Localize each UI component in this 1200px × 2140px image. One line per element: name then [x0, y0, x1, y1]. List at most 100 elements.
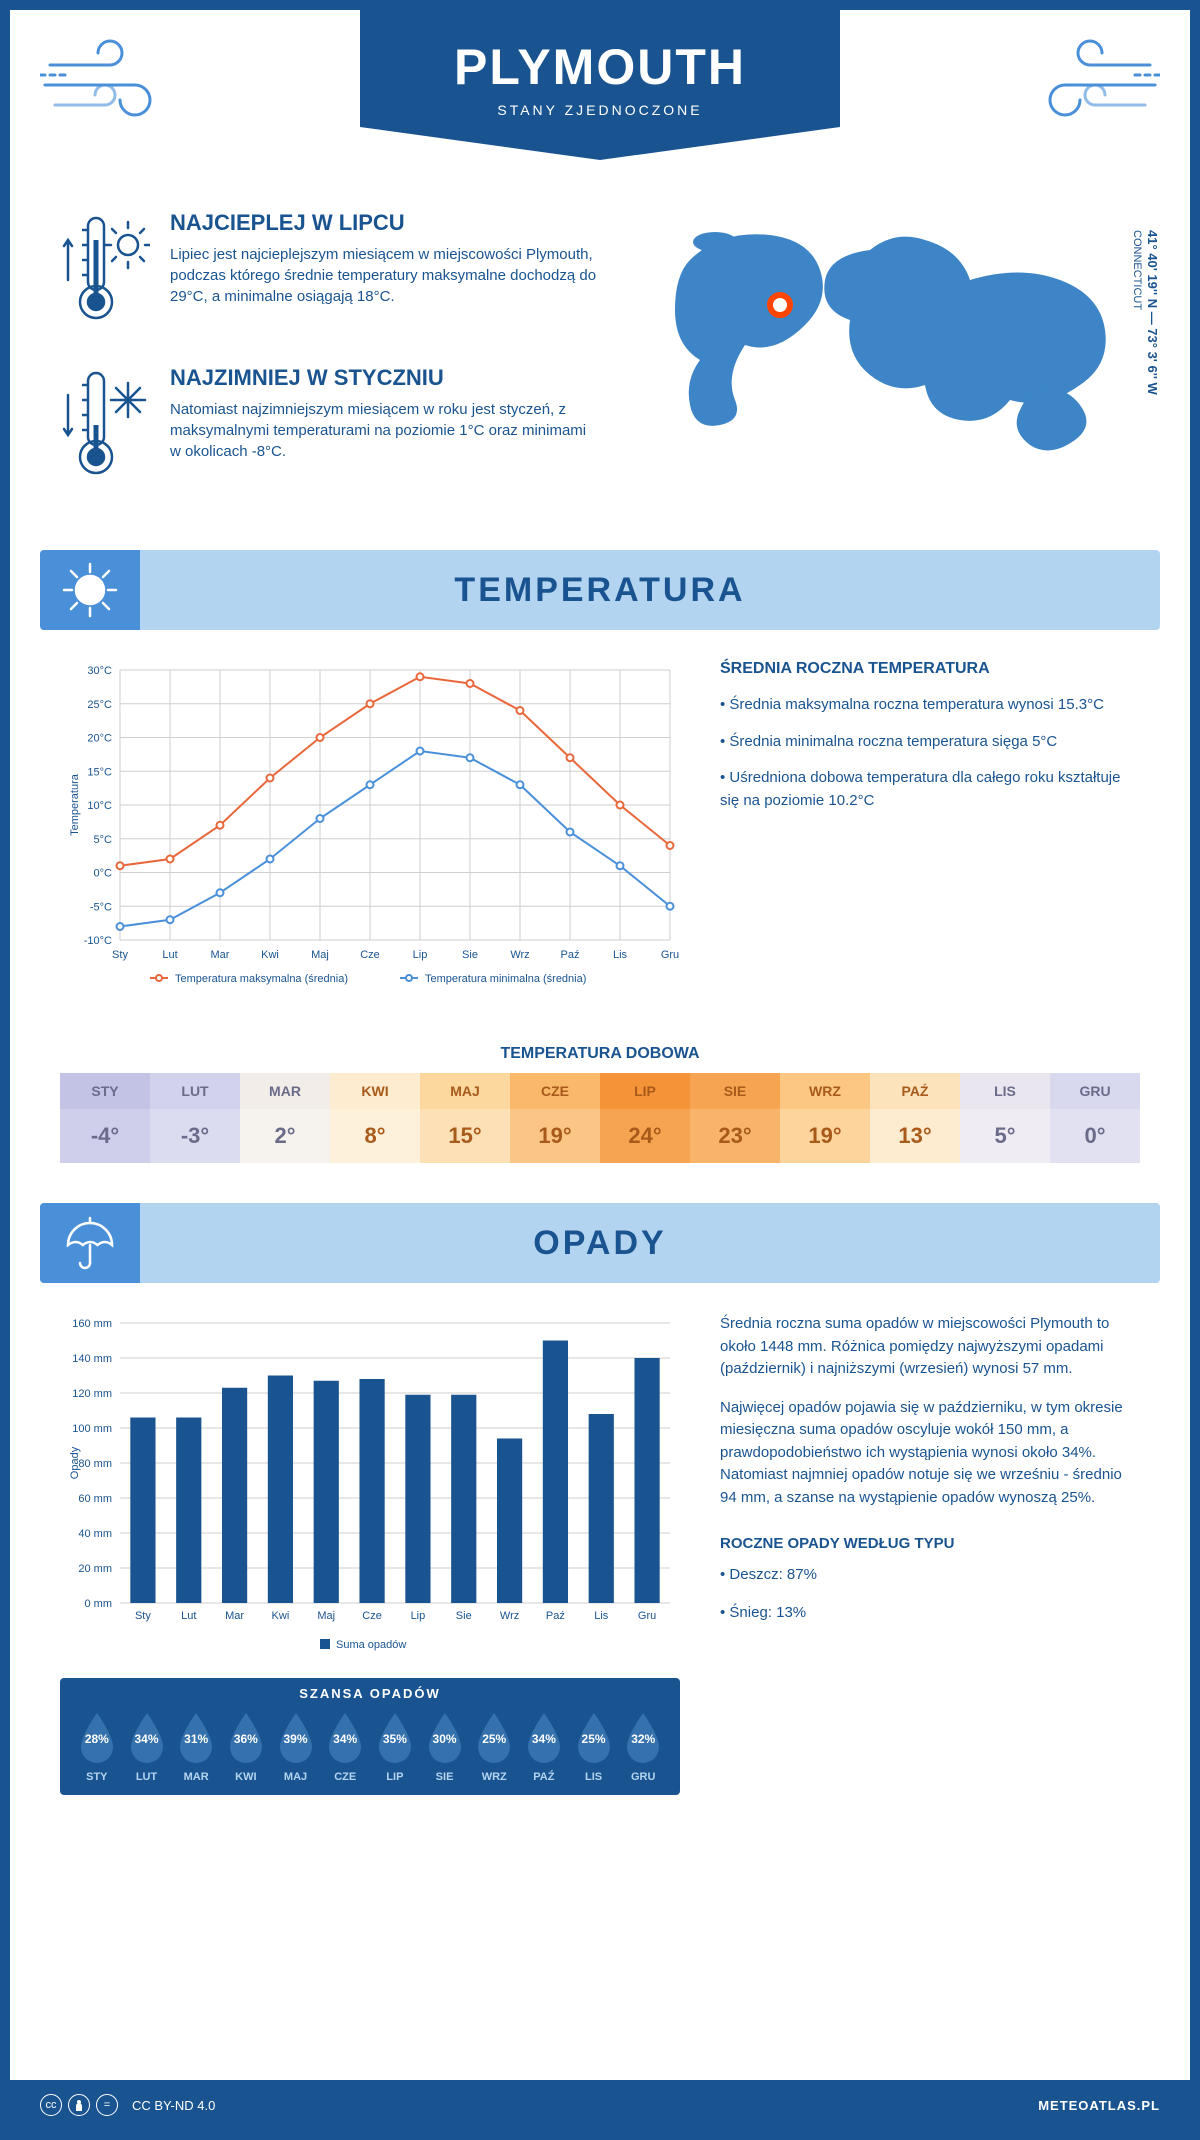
header: PLYMOUTH STANY ZJEDNOCZONE	[10, 10, 1190, 200]
wind-icon	[40, 30, 190, 130]
daily-cell: KWI 8°	[330, 1073, 420, 1163]
temperature-section-header: TEMPERATURA	[40, 550, 1160, 630]
chance-drop: 32% GRU	[618, 1711, 668, 1783]
svg-text:Temperatura maksymalna (średni: Temperatura maksymalna (średnia)	[175, 973, 348, 985]
precip-rain: • Deszcz: 87%	[720, 1564, 1140, 1587]
svg-text:40 mm: 40 mm	[78, 1528, 112, 1540]
chance-drop: 30% SIE	[420, 1711, 470, 1783]
by-icon	[68, 2094, 90, 2116]
daily-cell: SIE 23°	[690, 1073, 780, 1163]
temperature-title: TEMPERATURA	[454, 571, 745, 610]
svg-text:20°C: 20°C	[87, 733, 112, 745]
nd-icon: =	[96, 2094, 118, 2116]
chance-drop: 39% MAJ	[271, 1711, 321, 1783]
svg-text:100 mm: 100 mm	[72, 1423, 112, 1435]
svg-text:-5°C: -5°C	[90, 901, 112, 913]
svg-text:Lut: Lut	[181, 1610, 196, 1622]
svg-text:Kwi: Kwi	[272, 1610, 290, 1622]
city-name: PLYMOUTH	[360, 38, 840, 96]
precip-type-title: ROCZNE OPADY WEDŁUG TYPU	[720, 1533, 1140, 1556]
temp-info-title: ŚREDNIA ROCZNA TEMPERATURA	[720, 660, 1140, 678]
hottest-block: NAJCIEPLEJ W LIPCU Lipiec jest najcieple…	[60, 210, 600, 335]
svg-text:Sty: Sty	[135, 1610, 151, 1622]
svg-text:Opady: Opady	[69, 1446, 81, 1479]
svg-text:Wrz: Wrz	[510, 949, 529, 961]
temperature-body: -10°C-5°C0°C5°C10°C15°C20°C25°C30°CStyLu…	[10, 630, 1190, 1035]
chance-drop: 34% LUT	[122, 1711, 172, 1783]
brand-text: METEOATLAS.PL	[1038, 2098, 1160, 2113]
coldest-title: NAJZIMNIEJ W STYCZNIU	[170, 365, 600, 391]
svg-text:Maj: Maj	[317, 1610, 335, 1622]
daily-cell: LIS 5°	[960, 1073, 1050, 1163]
svg-text:Lut: Lut	[162, 949, 177, 961]
svg-text:Cze: Cze	[360, 949, 380, 961]
umbrella-icon	[40, 1203, 140, 1283]
daily-cell: STY -4°	[60, 1073, 150, 1163]
chance-drop: 34% CZE	[320, 1711, 370, 1783]
thermometer-cold-icon	[60, 365, 150, 490]
svg-text:5°C: 5°C	[94, 834, 113, 846]
precipitation-chart: 0 mm20 mm40 mm60 mm80 mm100 mm120 mm140 …	[60, 1313, 680, 1653]
svg-text:Sie: Sie	[456, 1610, 472, 1622]
svg-text:25°C: 25°C	[87, 699, 112, 711]
svg-text:Kwi: Kwi	[261, 949, 279, 961]
svg-text:Lis: Lis	[594, 1610, 609, 1622]
svg-text:140 mm: 140 mm	[72, 1353, 112, 1365]
chance-drops-row: 28% STY 34% LUT 31% MAR 36% KWI 39% MAJ …	[72, 1711, 668, 1783]
chance-drop: 34% PAŹ	[519, 1711, 569, 1783]
daily-temp-table: STY -4° LUT -3° MAR 2° KWI 8° MAJ 15° CZ…	[60, 1073, 1140, 1163]
daily-cell: LIP 24°	[600, 1073, 690, 1163]
svg-text:Temperatura: Temperatura	[69, 773, 81, 836]
chance-drop: 25% WRZ	[469, 1711, 519, 1783]
world-map-area: 41° 40' 19'' N — 73° 3' 6'' W CONNECTICU…	[640, 210, 1140, 520]
svg-text:Gru: Gru	[661, 949, 679, 961]
chance-title: SZANSA OPADÓW	[72, 1686, 668, 1701]
intro-section: NAJCIEPLEJ W LIPCU Lipiec jest najcieple…	[10, 200, 1190, 550]
title-banner: PLYMOUTH STANY ZJEDNOCZONE	[360, 10, 840, 160]
svg-text:Mar: Mar	[211, 949, 230, 961]
svg-text:Lis: Lis	[613, 949, 628, 961]
svg-text:160 mm: 160 mm	[72, 1318, 112, 1330]
precipitation-body: 0 mm20 mm40 mm60 mm80 mm100 mm120 mm140 …	[10, 1283, 1190, 1805]
svg-text:-10°C: -10°C	[84, 935, 112, 947]
chance-drop: 28% STY	[72, 1711, 122, 1783]
svg-text:Lip: Lip	[413, 949, 428, 961]
svg-text:0°C: 0°C	[94, 868, 113, 880]
svg-text:Temperatura minimalna (średnia: Temperatura minimalna (średnia)	[425, 973, 586, 985]
daily-cell: GRU 0°	[1050, 1073, 1140, 1163]
daily-cell: MAJ 15°	[420, 1073, 510, 1163]
svg-text:Maj: Maj	[311, 949, 329, 961]
temp-info-b2: • Średnia minimalna roczna temperatura s…	[720, 731, 1140, 754]
country-name: STANY ZJEDNOCZONE	[360, 102, 840, 118]
chance-drop: 36% KWI	[221, 1711, 271, 1783]
footer: cc = CC BY-ND 4.0 METEOATLAS.PL	[10, 2080, 1190, 2130]
temp-info-b1: • Średnia maksymalna roczna temperatura …	[720, 694, 1140, 717]
daily-cell: LUT -3°	[150, 1073, 240, 1163]
svg-text:20 mm: 20 mm	[78, 1563, 112, 1575]
license-text: CC BY-ND 4.0	[132, 2098, 215, 2113]
precipitation-text: Średnia roczna suma opadów w miejscowośc…	[720, 1313, 1140, 1795]
svg-text:Sie: Sie	[462, 949, 478, 961]
thermometer-hot-icon	[60, 210, 150, 335]
svg-text:Mar: Mar	[225, 1610, 244, 1622]
svg-text:Paź: Paź	[546, 1610, 565, 1622]
daily-cell: PAŹ 13°	[870, 1073, 960, 1163]
temp-info-b3: • Uśredniona dobowa temperatura dla całe…	[720, 767, 1140, 812]
svg-text:30°C: 30°C	[87, 665, 112, 677]
svg-text:15°C: 15°C	[87, 766, 112, 778]
chance-drop: 25% LIS	[569, 1711, 619, 1783]
svg-text:60 mm: 60 mm	[78, 1493, 112, 1505]
cc-icon: cc	[40, 2094, 62, 2116]
coordinates: 41° 40' 19'' N — 73° 3' 6'' W CONNECTICU…	[1130, 230, 1160, 395]
svg-text:Wrz: Wrz	[500, 1610, 519, 1622]
hottest-text: Lipiec jest najcieplejszym miesiącem w m…	[170, 244, 600, 307]
intro-text-column: NAJCIEPLEJ W LIPCU Lipiec jest najcieple…	[60, 210, 600, 520]
daily-cell: CZE 19°	[510, 1073, 600, 1163]
svg-text:Cze: Cze	[362, 1610, 382, 1622]
svg-text:10°C: 10°C	[87, 800, 112, 812]
svg-text:80 mm: 80 mm	[78, 1458, 112, 1470]
precipitation-left: 0 mm20 mm40 mm60 mm80 mm100 mm120 mm140 …	[60, 1313, 680, 1795]
page-root: PLYMOUTH STANY ZJEDNOCZONE NAJCIEPLEJ W …	[0, 0, 1200, 2140]
daily-temp-title: TEMPERATURA DOBOWA	[10, 1045, 1190, 1063]
svg-text:Lip: Lip	[411, 1610, 426, 1622]
